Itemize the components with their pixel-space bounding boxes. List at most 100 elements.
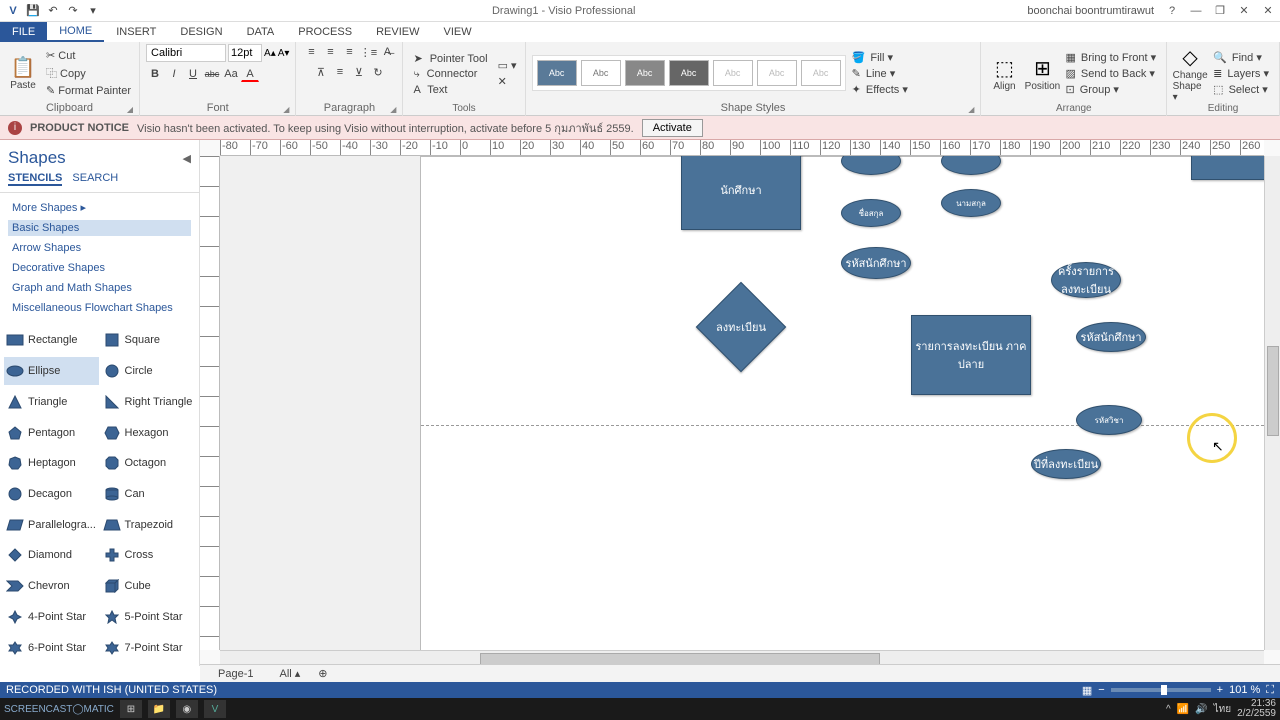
align-left-icon[interactable]: ≡	[302, 44, 320, 60]
tab-stencils[interactable]: STENCILS	[8, 172, 62, 186]
shape-hex[interactable]: Hexagon	[101, 418, 196, 447]
canvas-ellipse[interactable]: ปีที่ลงทะเบียน	[1031, 449, 1101, 479]
font-case-button[interactable]: Aa	[222, 66, 240, 82]
font-color-button[interactable]: A	[241, 66, 259, 82]
shape-circ[interactable]: Circle	[101, 357, 196, 386]
tab-data[interactable]: DATA	[235, 23, 287, 41]
vertical-scrollbar[interactable]	[1264, 156, 1280, 650]
canvas-rect[interactable]: รายการลงทะเบียน ภาคปลาย	[911, 315, 1031, 395]
font-name-input[interactable]	[146, 44, 226, 62]
close-icon[interactable]: ✕	[1232, 2, 1256, 20]
help-icon[interactable]: ?	[1160, 2, 1184, 20]
shape-para[interactable]: Parallelogra...	[4, 510, 99, 539]
shape-oct[interactable]: Octagon	[101, 449, 196, 478]
close-tool-icon[interactable]: ✕	[496, 74, 519, 89]
shape-dec[interactable]: Decagon	[4, 480, 99, 509]
fill-button[interactable]: 🪣 Fill ▾	[850, 50, 912, 65]
line-button[interactable]: ✎ Line ▾	[850, 66, 912, 81]
taskbar-app-icon[interactable]: 📁	[148, 700, 170, 718]
cat-arrow-shapes[interactable]: Arrow Shapes	[8, 240, 191, 256]
shape-pent[interactable]: Pentagon	[4, 418, 99, 447]
shape-ell[interactable]: Ellipse	[4, 357, 99, 386]
pointer-tool-button[interactable]: ➤ Pointer Tool	[409, 51, 491, 66]
format-painter-button[interactable]: ✎ Format Painter	[44, 83, 133, 98]
tab-file[interactable]: FILE	[0, 22, 47, 42]
canvas-ellipse[interactable]: รหัสวิชา	[1076, 405, 1142, 435]
drawing-canvas[interactable]: นักศึกษาชื่อสกุลนามสกุลรหัสนักศึกษาลงทะเ…	[220, 156, 1264, 650]
shape-star4[interactable]: 4-Point Star	[4, 603, 99, 632]
clear-fmt-icon[interactable]: A̶	[378, 44, 396, 60]
canvas-ellipse[interactable]	[941, 156, 1001, 175]
connector-tool-button[interactable]: ⤷ Connector	[409, 67, 491, 82]
canvas-ellipse[interactable]	[841, 156, 901, 175]
shape-chev[interactable]: Chevron	[4, 572, 99, 601]
canvas-diamond[interactable]: ลงทะเบียน	[696, 292, 786, 362]
canvas-ellipse[interactable]: รหัสนักศึกษา	[1076, 322, 1146, 352]
maximize-icon[interactable]: ❐	[1208, 2, 1232, 20]
zoom-in-icon[interactable]: +	[1217, 684, 1223, 696]
launcher-icon[interactable]: ◢	[968, 105, 974, 114]
grow-font-icon[interactable]: A▴	[264, 48, 276, 59]
canvas-ellipse[interactable]: นามสกุล	[941, 189, 1001, 217]
copy-button[interactable]: ⿻ Copy	[44, 64, 133, 82]
tray-wifi-icon[interactable]: 📶	[1177, 704, 1189, 715]
text-tool-button[interactable]: A Text	[409, 83, 491, 97]
shape-hept[interactable]: Heptagon	[4, 449, 99, 478]
canvas-ellipse[interactable]: ครั้งรายการ ลงทะเบียน	[1051, 262, 1121, 298]
user-name[interactable]: boonchai boontrumtirawut	[1021, 5, 1160, 17]
tab-design[interactable]: DESIGN	[168, 23, 234, 41]
italic-button[interactable]: I	[165, 66, 183, 82]
shape-cube[interactable]: Cube	[101, 572, 196, 601]
bold-button[interactable]: B	[146, 66, 164, 82]
align-button[interactable]: ⬚Align	[987, 56, 1021, 92]
rect-tool-icon[interactable]: ▭ ▾	[496, 58, 519, 73]
select-button[interactable]: ⬚ Select ▾	[1211, 82, 1273, 97]
more-shapes-link[interactable]: More Shapes ▸	[8, 199, 191, 216]
zoom-out-icon[interactable]: −	[1098, 684, 1104, 696]
launcher-icon[interactable]: ◢	[390, 105, 396, 114]
underline-button[interactable]: U	[184, 66, 202, 82]
add-page-icon[interactable]: ⊕	[318, 667, 327, 680]
bring-front-button[interactable]: ▦ Bring to Front ▾	[1063, 50, 1160, 65]
cut-button[interactable]: ✂ Cut	[44, 48, 133, 63]
tab-home[interactable]: HOME	[47, 22, 104, 42]
fit-window-icon[interactable]: ⛶	[1266, 684, 1274, 697]
save-icon[interactable]: 💾	[24, 2, 42, 20]
launcher-icon[interactable]: ◢	[283, 105, 289, 114]
layers-button[interactable]: ≣ Layers ▾	[1211, 66, 1273, 81]
tray-lang-icon[interactable]: ไทย	[1214, 702, 1231, 717]
shape-trap[interactable]: Trapezoid	[101, 510, 196, 539]
group-button[interactable]: ⊡ Group ▾	[1063, 82, 1160, 97]
style-gallery[interactable]: Abc Abc Abc Abc Abc Abc Abc	[532, 55, 846, 91]
qat-more-icon[interactable]: ▾	[84, 2, 102, 20]
find-button[interactable]: 🔍 Find ▾	[1211, 50, 1273, 65]
shape-star6[interactable]: 6-Point Star	[4, 633, 99, 662]
close-doc-icon[interactable]: ✕	[1256, 2, 1280, 20]
tray-volume-icon[interactable]: 🔊	[1195, 704, 1207, 715]
view-icon[interactable]: ▦	[1082, 684, 1092, 697]
canvas-rect[interactable]	[1191, 156, 1264, 180]
launcher-icon[interactable]: ◢	[127, 105, 133, 114]
shape-can[interactable]: Can	[101, 480, 196, 509]
shape-tri[interactable]: Triangle	[4, 387, 99, 416]
cat-graph-math-shapes[interactable]: Graph and Math Shapes	[8, 280, 191, 296]
align-right-icon[interactable]: ≡	[340, 44, 358, 60]
page-tab-all[interactable]: All ▴	[271, 667, 308, 680]
strike-button[interactable]: abc	[203, 66, 221, 82]
undo-icon[interactable]: ↶	[44, 2, 62, 20]
align-center-icon[interactable]: ≡	[321, 44, 339, 60]
bullets-icon[interactable]: ⋮≡	[359, 44, 377, 60]
rotate-icon[interactable]: ↻	[369, 64, 387, 80]
canvas-ellipse[interactable]: รหัสนักศึกษา	[841, 247, 911, 279]
tab-review[interactable]: REVIEW	[364, 23, 431, 41]
tab-insert[interactable]: INSERT	[104, 23, 168, 41]
align-mid-icon[interactable]: ≡	[331, 64, 349, 80]
shape-star5[interactable]: 5-Point Star	[101, 603, 196, 632]
shape-cross[interactable]: Cross	[101, 541, 196, 570]
change-shape-button[interactable]: ◇Change Shape ▾	[1173, 45, 1207, 103]
taskbar-visio-icon[interactable]: V	[204, 700, 226, 718]
position-button[interactable]: ⊞Position	[1025, 56, 1059, 92]
font-size-input[interactable]	[228, 44, 262, 62]
tab-search[interactable]: SEARCH	[72, 172, 118, 186]
zoom-slider[interactable]	[1111, 688, 1211, 692]
